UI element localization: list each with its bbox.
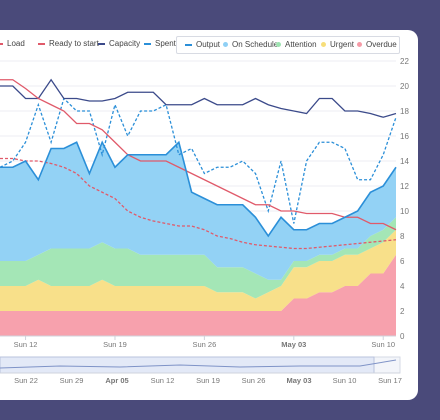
y-tick-label-9: 18: [400, 107, 409, 116]
legend-label-urgent: Urgent: [330, 40, 355, 49]
y-tick-label-11: 22: [400, 57, 409, 66]
x-tick-label-0: Sun 12: [14, 340, 38, 349]
y-tick-label-3: 6: [400, 257, 405, 266]
area-attention: [0, 217, 396, 299]
y-tick-label-4: 8: [400, 232, 405, 241]
legend-swatch-output: [185, 43, 192, 46]
x-axis: Sun 12 Sun 19 Sun 26 May 03 Sun 10: [0, 335, 396, 349]
legend-box: Output On Schedule Attention Urgent Over…: [176, 36, 400, 54]
legend-dot-overdue: [357, 42, 362, 47]
x-tick-label-1: Sun 19: [103, 340, 127, 349]
y-tick-label-10: 20: [400, 82, 409, 91]
legend-dot-attention: [276, 42, 281, 47]
navigator-preview-line: [0, 359, 397, 369]
navigator[interactable]: Sun 22 Sun 29 Apr 05 Sun 12 Sun 19 Sun 26 May …: [0, 356, 402, 385]
legend-label-load: Load: [7, 39, 25, 48]
navigator-label-3: Sun 12: [151, 376, 175, 385]
navigator-label-2: Apr 05: [105, 376, 128, 385]
navigator-label-1: Sun 29: [60, 376, 84, 385]
legend-swatch-capacity: [98, 42, 105, 45]
legend-item-attention[interactable]: Attention: [276, 40, 317, 49]
navigator-label-6: May 03: [286, 376, 311, 385]
y-tick-label-7: 14: [400, 157, 409, 166]
line-capacity: [0, 78, 397, 118]
stacked-areas: [0, 142, 396, 336]
area-overdue: [0, 254, 396, 336]
legend-label-output: Output: [196, 40, 221, 49]
legend-swatch-spent: [144, 42, 151, 45]
legend-label-ready: Ready to start: [49, 39, 99, 48]
navigator-label-8: Sun 17: [378, 376, 402, 385]
navigator-label-4: Sun 19: [196, 376, 220, 385]
legend-swatch-load: [0, 42, 3, 45]
legend-dot-urgent: [321, 42, 326, 47]
legend-item-load[interactable]: Load: [0, 39, 25, 48]
navigator-label-7: Sun 10: [333, 376, 357, 385]
legend-dot-on-schedule: [223, 42, 228, 47]
y-tick-label-0: 0: [400, 332, 405, 341]
y-axis: 0 2 4 6 8 10 12 14 16 18 20 22: [400, 57, 409, 341]
y-tick-label-8: 16: [400, 132, 409, 141]
legend-item-output[interactable]: Output: [185, 40, 220, 49]
legend-item-urgent[interactable]: Urgent: [321, 40, 354, 49]
y-tick-label-5: 10: [400, 207, 409, 216]
y-tick-label-2: 4: [400, 282, 405, 291]
area-on-schedule: [0, 142, 396, 280]
x-tick-label-3: May 03: [281, 340, 306, 349]
legend-label-overdue: Overdue: [366, 40, 397, 49]
x-tick-label-2: Sun 26: [192, 340, 216, 349]
legend-top: Load Ready to start Capacity Spent: [0, 36, 410, 54]
legend-item-on-schedule[interactable]: On Schedule: [223, 40, 278, 49]
legend-label-attention: Attention: [285, 40, 317, 49]
y-tick-label-6: 12: [400, 182, 409, 191]
legend-label-capacity: Capacity: [109, 39, 141, 48]
legend-item-ready-to-start[interactable]: Ready to start: [38, 39, 99, 48]
line-load: [0, 79, 397, 231]
line-ready-to-start: [0, 157, 397, 250]
area-urgent: [0, 229, 396, 311]
series-lines: [0, 78, 397, 250]
legend-label-on-schedule: On Schedule: [232, 40, 279, 49]
legend-label-spent: Spent: [155, 39, 176, 48]
legend-item-overdue[interactable]: Overdue: [357, 40, 397, 49]
line-output: [0, 140, 397, 238]
navigator-label-5: Sun 26: [242, 376, 266, 385]
legend-item-spent[interactable]: Spent: [144, 39, 176, 48]
y-tick-label-1: 2: [400, 307, 405, 316]
legend-swatch-ready: [38, 42, 45, 45]
navigator-label-0: Sun 22: [14, 376, 38, 385]
x-tick-label-4: Sun 10: [371, 340, 395, 349]
legend-item-capacity[interactable]: Capacity: [98, 39, 140, 48]
